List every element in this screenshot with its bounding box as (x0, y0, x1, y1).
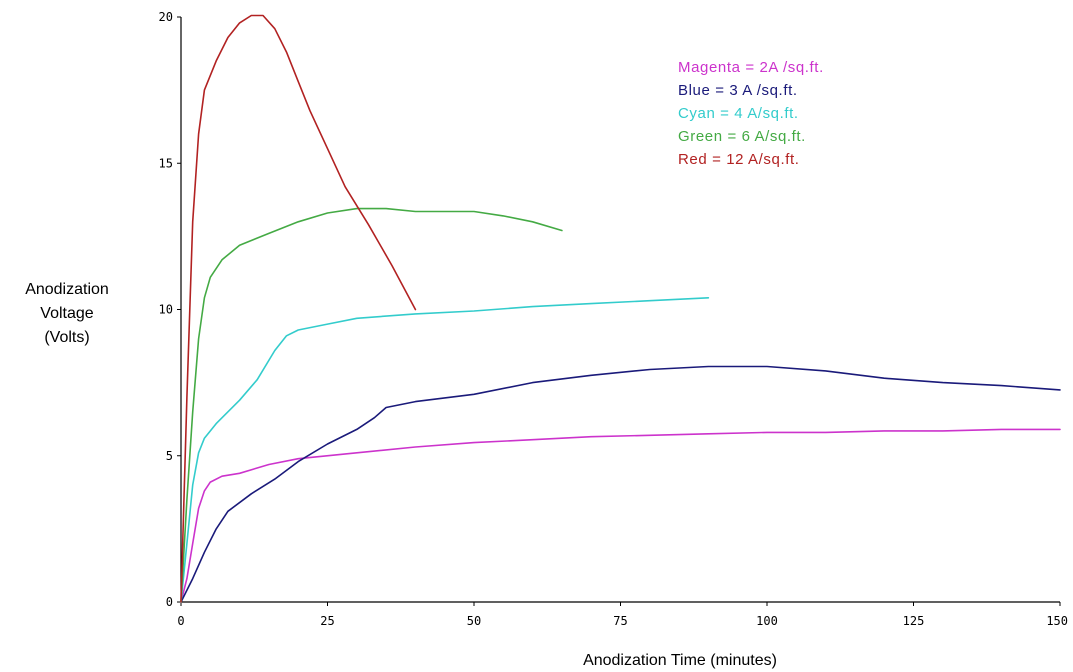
y-tick-label: 0 (166, 595, 173, 609)
x-tick-label: 100 (756, 614, 778, 628)
legend-entry-2: Cyan = 4 A/sq.ft. (678, 105, 799, 122)
axes (180, 17, 1060, 603)
legend-entry-4: Red = 12 A/sq.ft. (678, 151, 800, 168)
legend-entry-1: Blue = 3 A /sq.ft. (678, 82, 798, 99)
series-line-1 (180, 365, 1061, 603)
y-axis-title-line-3: (Volts) (44, 329, 89, 346)
x-tick-label: 0 (177, 614, 184, 628)
x-tick-label: 125 (903, 614, 925, 628)
legend-entry-0: Magenta = 2A /sq.ft. (678, 59, 824, 76)
series-line-4 (180, 14, 417, 603)
y-axis-title-line-1: Anodization (25, 281, 109, 298)
series-line-0 (180, 428, 1061, 603)
y-axis-title-line-2: Voltage (40, 305, 93, 322)
legend-entry-3: Green = 6 A/sq.ft. (678, 128, 806, 145)
legend: Magenta = 2A /sq.ft. Blue = 3 A /sq.ft. Cy… (678, 59, 824, 168)
x-tick-label: 75 (613, 614, 627, 628)
series-lines (180, 14, 1061, 603)
series-line-2 (180, 296, 710, 603)
y-tick-label: 20 (159, 10, 173, 24)
x-tick-label: 50 (467, 614, 481, 628)
y-tick-label: 15 (159, 156, 173, 170)
y-tick-label: 5 (166, 449, 173, 463)
x-tick-label: 25 (320, 614, 334, 628)
x-tick-label: 150 (1046, 614, 1068, 628)
series-line-3 (180, 207, 563, 603)
y-tick-label: 10 (159, 303, 173, 317)
x-tick-labels: 0 25 50 75 100 125 150 (177, 602, 1068, 628)
x-axis-title: Anodization Time (minutes) (583, 652, 777, 669)
y-tick-labels: 0 5 10 15 20 (159, 10, 181, 609)
